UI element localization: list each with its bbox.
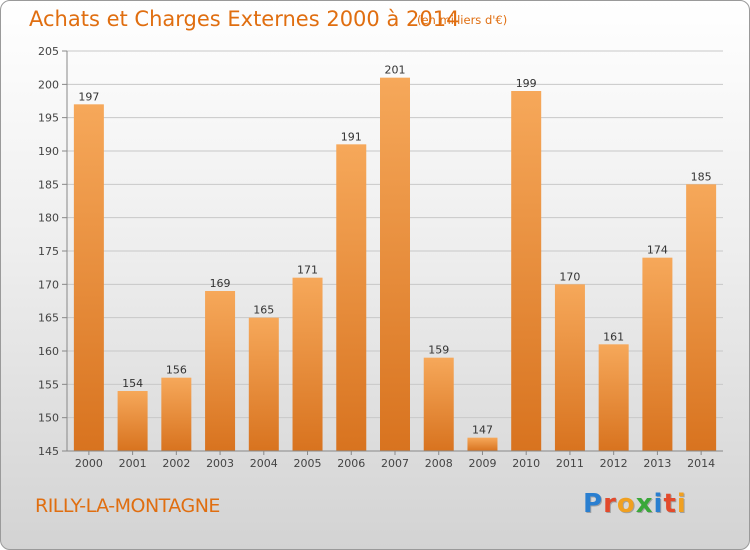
data-label: 185 <box>691 170 712 183</box>
logo-letter: t <box>663 489 677 519</box>
bars <box>73 77 717 452</box>
logo-letter: P <box>583 489 604 519</box>
data-label: 169 <box>210 277 231 290</box>
value-labels: 197 154 156 169 165 171 191 201 159 147 199 170 161 1… <box>78 64 711 437</box>
bar <box>380 77 410 452</box>
x-tick-label: 2010 <box>512 457 540 470</box>
data-label: 165 <box>253 304 274 317</box>
y-tick-label: 165 <box>38 312 59 325</box>
bar <box>642 257 673 451</box>
x-tick-label: 2007 <box>381 457 409 470</box>
logo-letter: i <box>676 489 687 519</box>
bar <box>117 391 148 451</box>
bar <box>205 291 236 451</box>
bar <box>336 144 367 452</box>
y-tick-label: 205 <box>38 45 59 58</box>
chart-subtitle: (en milliers d'€) <box>417 13 508 27</box>
logo-letter: x <box>635 489 654 519</box>
bar <box>161 377 192 451</box>
proxiti-logo[interactable]: Proxiti <box>583 489 687 519</box>
x-tick-label: 2009 <box>468 457 496 470</box>
data-label: 159 <box>428 344 449 357</box>
logo-letter: r <box>603 489 617 519</box>
y-tick-label: 200 <box>38 78 59 91</box>
data-label: 147 <box>472 424 493 437</box>
y-tick-label: 190 <box>38 145 59 158</box>
bar <box>248 317 279 451</box>
x-tick-label: 2004 <box>250 457 278 470</box>
y-tick-label: 160 <box>38 345 59 358</box>
logo-letter: o <box>616 489 636 519</box>
bar <box>423 357 454 451</box>
bar <box>554 284 585 451</box>
x-tick-label: 2000 <box>75 457 103 470</box>
bar <box>686 184 717 452</box>
bar <box>467 437 498 451</box>
data-label: 156 <box>166 364 187 377</box>
x-tick-label: 2008 <box>425 457 453 470</box>
bar <box>292 277 323 451</box>
data-label: 161 <box>603 330 624 343</box>
y-tick-label: 145 <box>38 445 59 458</box>
data-label: 199 <box>516 77 537 90</box>
x-tick-label: 2011 <box>556 457 584 470</box>
x-tick-label: 2014 <box>687 457 715 470</box>
chart-title: Achats et Charges Externes 2000 à 2014 <box>29 7 460 31</box>
x-tick-label: 2013 <box>643 457 671 470</box>
y-tick-label: 155 <box>38 378 59 391</box>
data-label: 154 <box>122 377 143 390</box>
x-tick-label: 2003 <box>206 457 234 470</box>
bar <box>73 104 104 451</box>
bar <box>511 91 542 451</box>
data-label: 170 <box>559 270 580 283</box>
data-label: 197 <box>78 90 99 103</box>
y-tick-label: 180 <box>38 212 59 225</box>
y-tick-label: 195 <box>38 112 59 125</box>
y-tick-label: 150 <box>38 412 59 425</box>
x-tick-label: 2001 <box>119 457 147 470</box>
data-label: 174 <box>647 244 668 257</box>
town-name: RILLY-LA-MONTAGNE <box>35 495 220 517</box>
y-tick-label: 185 <box>38 178 59 191</box>
data-label: 171 <box>297 264 318 277</box>
x-tick-label: 2002 <box>162 457 190 470</box>
x-tick-label: 2006 <box>337 457 365 470</box>
logo-letter: i <box>653 489 664 519</box>
y-tick-label: 170 <box>38 278 59 291</box>
data-label: 201 <box>385 64 406 77</box>
data-label: 191 <box>341 130 362 143</box>
bar <box>598 344 629 451</box>
y-tick-label: 175 <box>38 245 59 258</box>
x-tick-label: 2005 <box>294 457 322 470</box>
y-axis: 145 150 155 160 165 170 175 180 185 190 195 200 205 <box>38 45 68 458</box>
x-tick-label: 2012 <box>600 457 628 470</box>
x-axis: 2000 2001 2002 2003 2004 2005 2006 2007 2008 2009… <box>67 450 723 470</box>
